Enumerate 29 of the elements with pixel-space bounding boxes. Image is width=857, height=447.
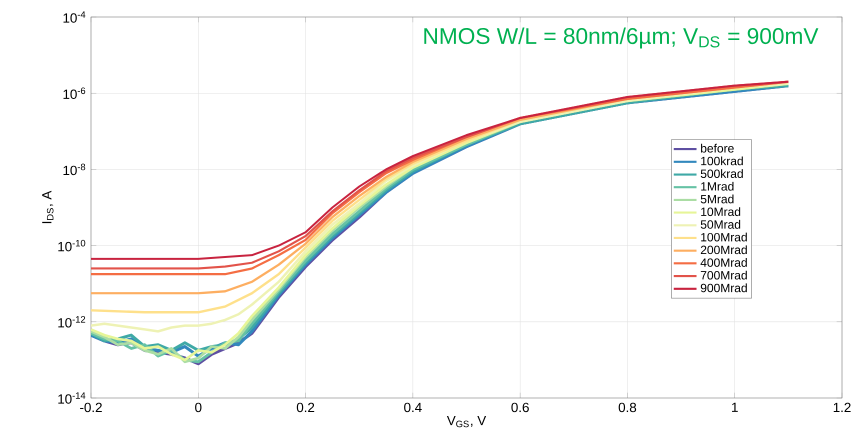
- y-tick-label: 10$^{-14}$: [58, 392, 86, 404]
- legend-label: before: [701, 144, 734, 153]
- legend-label: 5Mrad: [700, 194, 734, 204]
- x-tick-label: -0.2: [80, 402, 102, 412]
- x-tick-label: 0: [195, 402, 202, 412]
- y-tick-label: 10$^{-6}$: [64, 87, 86, 99]
- x-axis-title: V$_{GS}$, V: [446, 416, 486, 428]
- chart-title: NMOS W/L = 80nm/6µm; V$_{DS}$ = 900mV: [424, 27, 818, 49]
- y-axis-title: I$_{DS}$, A: [42, 190, 54, 224]
- y-tick-label: 10$^{-8}$: [64, 164, 86, 176]
- x-tick-label: 1.2: [834, 402, 851, 412]
- legend-label: 10Mrad: [701, 207, 740, 216]
- y-tick-label: 10$^{-12}$: [58, 316, 86, 328]
- legend-label: 500krad: [700, 169, 743, 178]
- legend-label: 100krad: [701, 156, 743, 166]
- y-tick-label: 10$^{-4}$: [64, 11, 86, 23]
- legend-label: 100Mrad: [701, 232, 747, 242]
- legend-label: 400Mrad: [700, 258, 747, 267]
- x-tick-label: 0.8: [618, 402, 636, 412]
- y-tick-label: 10$^{-10}$: [58, 240, 86, 252]
- legend-label: 900Mrad: [700, 283, 747, 292]
- legend-label: 200Mrad: [700, 245, 747, 254]
- x-tick-label: 0.6: [511, 402, 529, 412]
- x-tick-label: 0.4: [404, 402, 422, 412]
- x-tick-label: 0.2: [296, 402, 314, 412]
- legend-label: 700Mrad: [700, 270, 747, 280]
- legend-label: 1Mrad: [701, 182, 734, 191]
- x-tick-label: 1: [732, 402, 738, 412]
- legend-label: 50Mrad: [700, 220, 740, 229]
